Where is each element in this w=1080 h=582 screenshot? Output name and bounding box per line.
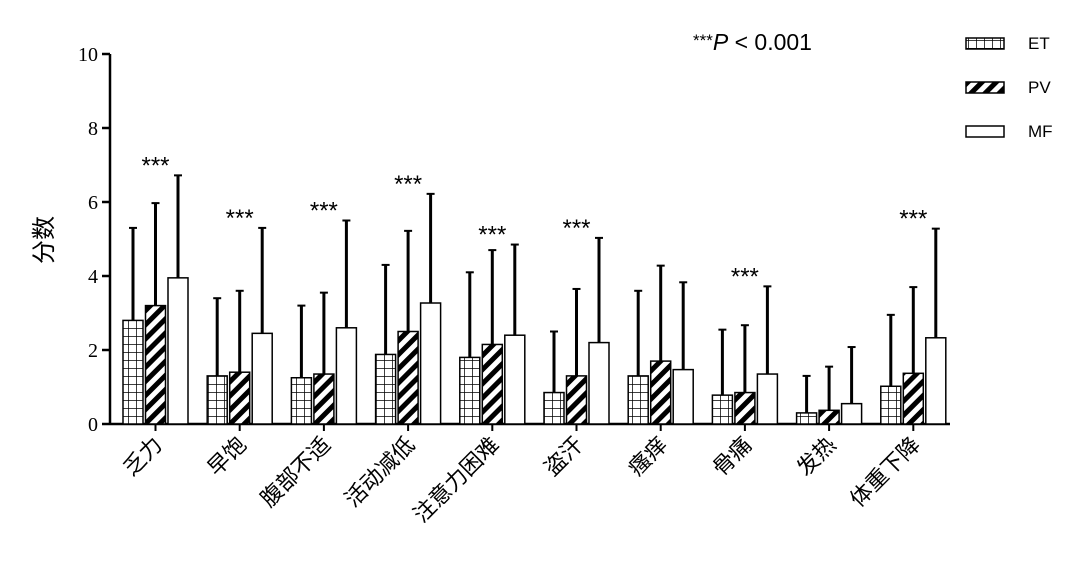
y-axis-label: 分数 bbox=[30, 216, 58, 264]
legend-label: MF bbox=[1028, 122, 1053, 141]
bar-MF bbox=[672, 368, 694, 425]
bar-PV bbox=[228, 371, 251, 425]
bar-ET bbox=[374, 353, 397, 425]
bar-MF bbox=[419, 302, 442, 425]
bar-MF bbox=[167, 277, 189, 425]
y-tick-label: 6 bbox=[88, 192, 98, 214]
bar-PV bbox=[313, 373, 335, 425]
significance-marker: *** bbox=[731, 263, 759, 290]
x-tick-label: 骨痛 bbox=[708, 433, 757, 482]
bar-PV bbox=[565, 375, 588, 425]
bar-PV bbox=[481, 343, 504, 425]
y-tick-label: 4 bbox=[88, 266, 98, 288]
legend: ET PV MF bbox=[965, 34, 1053, 141]
bar-PV bbox=[397, 330, 419, 425]
bar-MF bbox=[840, 402, 863, 425]
bar-MF bbox=[756, 373, 779, 425]
legend-swatch-ET bbox=[965, 37, 1005, 50]
y-tick-label: 8 bbox=[88, 118, 98, 140]
bar-ET bbox=[543, 391, 565, 425]
y-tick-label: 10 bbox=[78, 44, 98, 66]
x-tick-label: 盗汗 bbox=[540, 433, 589, 482]
legend-label: ET bbox=[1028, 34, 1050, 53]
bar-MF bbox=[251, 332, 273, 425]
bar-PV bbox=[734, 391, 756, 425]
significance-marker: *** bbox=[562, 215, 590, 242]
y-tick-label: 0 bbox=[88, 414, 98, 436]
bar-PV bbox=[818, 409, 840, 425]
x-tick-label: 发热 bbox=[793, 433, 842, 482]
bar-ET bbox=[711, 394, 734, 425]
significance-marker: *** bbox=[394, 171, 422, 198]
significance-marker: *** bbox=[899, 206, 927, 233]
bar-PV bbox=[649, 360, 672, 425]
bar-ET bbox=[459, 356, 481, 425]
bar-ET bbox=[290, 377, 313, 425]
bar-ET bbox=[122, 319, 144, 425]
bar-MF bbox=[335, 327, 358, 425]
x-tick-label: 乏力 bbox=[119, 433, 168, 482]
legend-swatch-PV bbox=[965, 81, 1005, 94]
annotation-threshold: < 0.001 bbox=[728, 29, 812, 55]
legend-swatch-MF bbox=[965, 125, 1005, 138]
bar-MF bbox=[925, 337, 947, 425]
bar-PV bbox=[902, 372, 925, 425]
significance-marker: *** bbox=[310, 198, 338, 225]
significance-marker: *** bbox=[226, 205, 254, 232]
bar-ET bbox=[627, 375, 649, 425]
bars: 乏力 *** 早饱 *** 腹部不适 *** 活动减低 *** 注意力困难 *** 盗汗 *** 瘙痒骨… bbox=[119, 152, 947, 528]
significance-annotation: ***P < 0.001 bbox=[693, 29, 812, 55]
annotation-stars: *** bbox=[693, 31, 713, 50]
bar-ET bbox=[206, 375, 228, 425]
x-tick-label: 瘙痒 bbox=[624, 433, 673, 482]
legend-label: PV bbox=[1028, 78, 1051, 97]
bar-MF bbox=[588, 341, 610, 425]
x-tick-label: 腹部不适 bbox=[256, 433, 336, 513]
x-tick-label: 活动减低 bbox=[340, 433, 420, 513]
x-tick-label: 早饱 bbox=[203, 433, 252, 482]
x-tick-label: 体重下降 bbox=[846, 433, 926, 513]
significance-marker: *** bbox=[478, 222, 506, 249]
bar-ET bbox=[880, 385, 902, 425]
significance-marker: *** bbox=[141, 152, 169, 179]
bar-ET bbox=[795, 412, 818, 425]
y-tick-label: 2 bbox=[88, 340, 98, 362]
bar-MF bbox=[504, 334, 526, 425]
bar-PV bbox=[144, 304, 167, 425]
x-tick-label: 注意力困难 bbox=[409, 433, 504, 528]
annotation-p: P bbox=[713, 29, 729, 55]
